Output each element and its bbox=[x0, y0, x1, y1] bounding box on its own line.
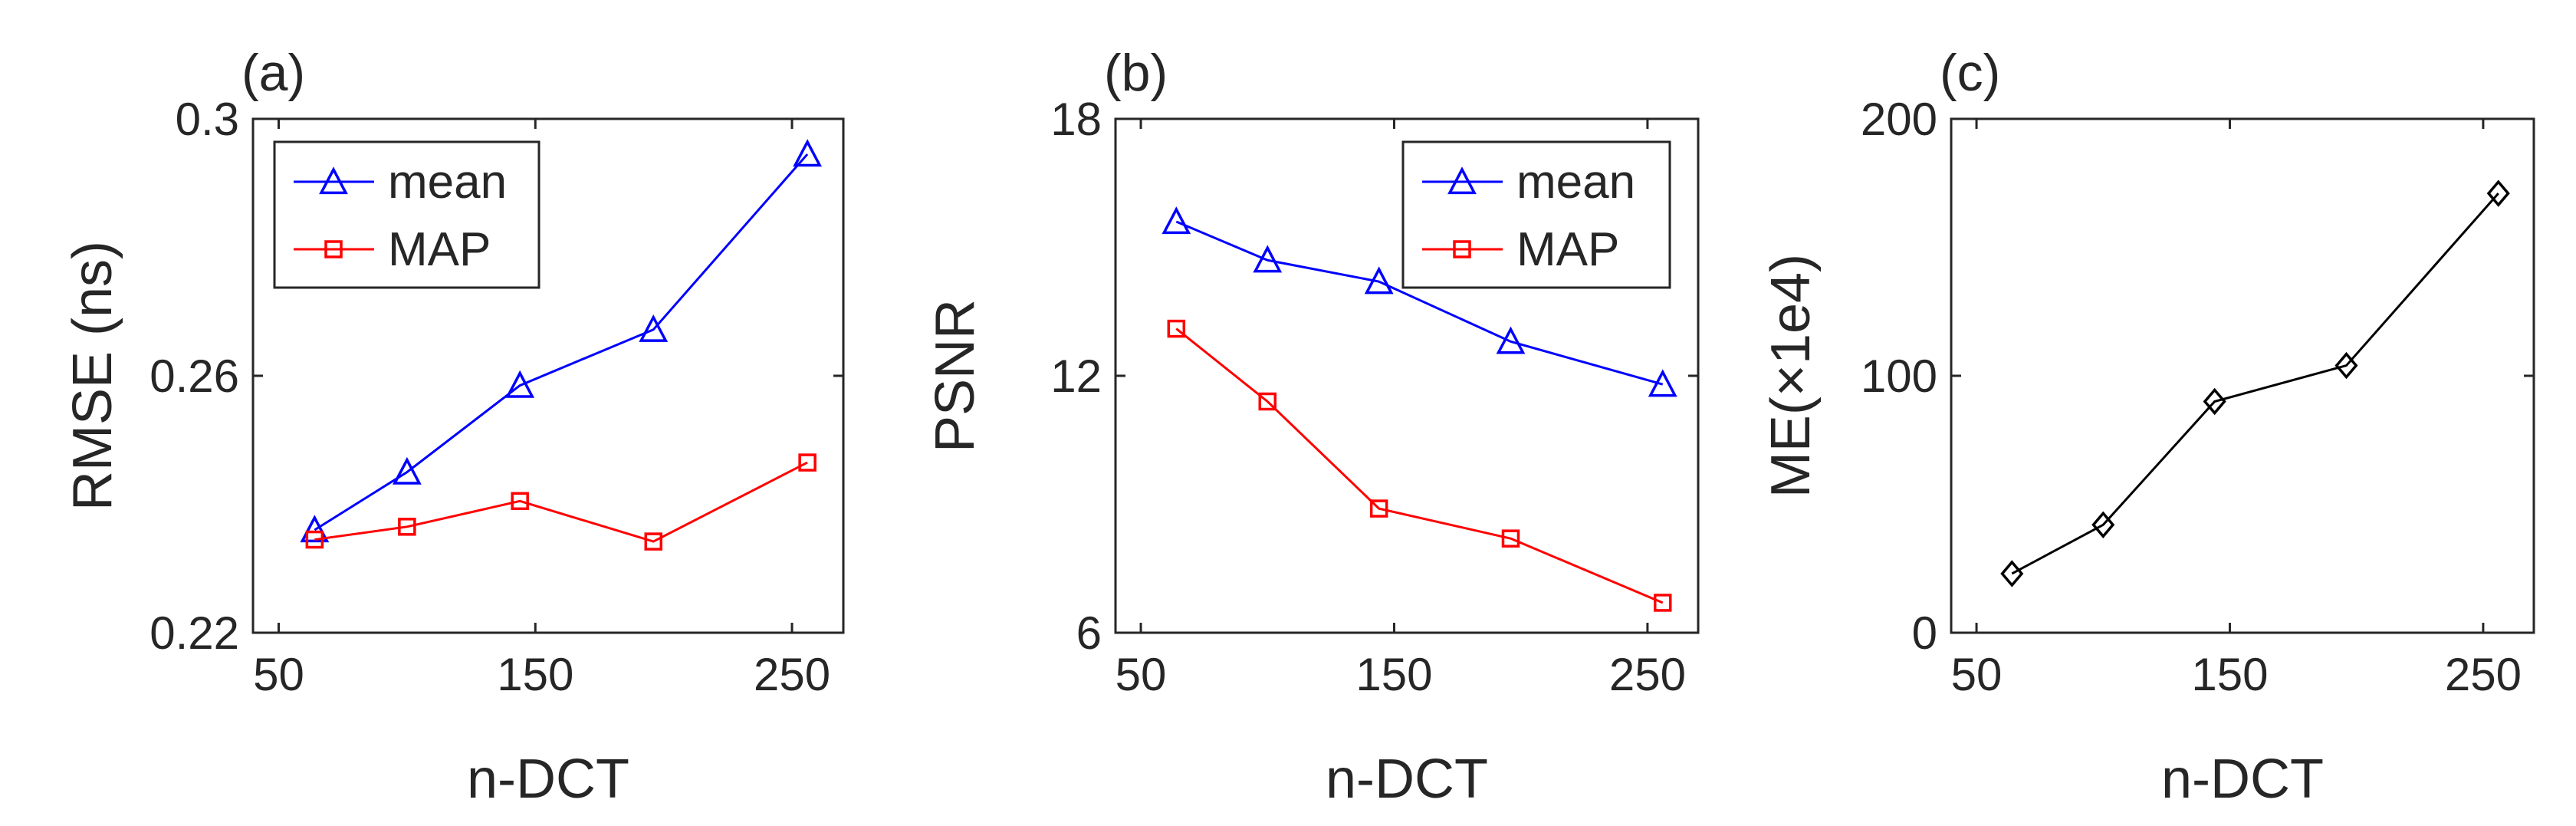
data-point-me bbox=[2486, 179, 2510, 207]
legend: mean MAP bbox=[273, 140, 540, 289]
y-tick-label: 0.26 bbox=[150, 350, 239, 402]
series-map bbox=[1167, 319, 1672, 612]
data-point-map bbox=[1501, 529, 1520, 548]
data-point-me bbox=[2334, 351, 2358, 380]
data-point-map bbox=[1369, 499, 1388, 518]
data-point-mean bbox=[793, 139, 823, 167]
data-point-map bbox=[511, 492, 529, 511]
data-point-mean bbox=[1496, 326, 1526, 354]
legend-entry-map: MAP bbox=[388, 223, 491, 276]
y-axis-label: ME(×1e4) bbox=[1760, 254, 1822, 498]
x-tick-label: 150 bbox=[1355, 649, 1432, 700]
series-mean bbox=[1162, 206, 1677, 397]
data-point-map bbox=[398, 518, 416, 536]
y-tick-label: 0.3 bbox=[176, 94, 239, 145]
legend-marker-mean bbox=[319, 166, 348, 195]
data-point-mean bbox=[1253, 245, 1283, 273]
data-point-me bbox=[2203, 387, 2226, 416]
data-point-map bbox=[644, 532, 663, 551]
panel-label: (a) bbox=[242, 44, 305, 102]
x-tick-label: 250 bbox=[2445, 649, 2522, 700]
data-point-map bbox=[1653, 594, 1672, 612]
data-point-map bbox=[1167, 319, 1186, 338]
y-tick-label: 100 bbox=[1861, 350, 1937, 402]
chart-panel-1: 50 150 250 0.22 0.26 0.3 n-DCT RMSE (ns) (a) mean… bbox=[62, 44, 845, 810]
series-line-map bbox=[1175, 327, 1664, 604]
series-map bbox=[305, 453, 816, 551]
chart-panel-3: 50 150 250 0 100 200 n-DCT ME(×1e4) (c) bbox=[1760, 44, 2535, 810]
y-tick-label: 0 bbox=[1912, 607, 1937, 659]
series-line-mean bbox=[1175, 220, 1664, 386]
y-axis-label: PSNR bbox=[925, 299, 986, 452]
series-line-me bbox=[2011, 193, 2499, 575]
x-axis-label: n-DCT bbox=[1326, 749, 1488, 810]
series-me bbox=[2000, 179, 2510, 587]
legend-entry-mean: mean bbox=[388, 156, 507, 209]
data-point-map bbox=[798, 453, 816, 472]
x-tick-label: 50 bbox=[253, 649, 304, 700]
data-point-mean bbox=[300, 515, 330, 543]
legend-marker-mean bbox=[1447, 166, 1477, 195]
series-line-mean bbox=[314, 153, 809, 531]
legend-entry-mean: mean bbox=[1516, 156, 1635, 209]
legend-marker-map bbox=[1453, 240, 1471, 258]
data-point-mean bbox=[392, 456, 422, 485]
data-point-mean bbox=[639, 314, 669, 342]
chart-panel-2: 50 150 250 6 12 18 n-DCT PSNR (b) mean MAP bbox=[925, 44, 1700, 810]
panel-label: (b) bbox=[1104, 44, 1168, 102]
legend-box bbox=[273, 140, 540, 289]
x-tick-label: 250 bbox=[1609, 649, 1686, 700]
axes-box bbox=[1950, 117, 2535, 634]
legend-marker-map bbox=[324, 240, 343, 258]
legend-box bbox=[1401, 140, 1671, 289]
data-point-mean bbox=[1364, 266, 1394, 295]
data-point-me bbox=[2000, 560, 2024, 587]
y-tick-label: 0.22 bbox=[150, 607, 239, 659]
series-line-map bbox=[314, 461, 808, 543]
y-tick-label: 200 bbox=[1861, 94, 1937, 145]
x-tick-label: 150 bbox=[2191, 649, 2268, 700]
data-point-map bbox=[1258, 392, 1277, 411]
legend: mean MAP bbox=[1401, 140, 1671, 289]
data-point-map bbox=[305, 530, 324, 549]
x-tick-label: 150 bbox=[497, 649, 573, 700]
data-point-mean bbox=[1162, 206, 1191, 235]
y-tick-label: 12 bbox=[1050, 350, 1102, 402]
legend-entry-map: MAP bbox=[1516, 223, 1619, 276]
series-mean bbox=[300, 139, 823, 543]
x-tick-label: 50 bbox=[1951, 649, 2003, 700]
panel-label: (c) bbox=[1940, 44, 2000, 102]
data-point-me bbox=[2091, 511, 2115, 539]
data-point-mean bbox=[505, 370, 535, 398]
y-axis-label: RMSE (ns) bbox=[62, 241, 123, 511]
x-tick-label: 50 bbox=[1116, 649, 1167, 700]
data-point-mean bbox=[1648, 369, 1677, 397]
x-tick-label: 250 bbox=[754, 649, 830, 700]
y-tick-label: 18 bbox=[1050, 94, 1102, 145]
y-tick-label: 6 bbox=[1076, 607, 1102, 659]
x-axis-label: n-DCT bbox=[2161, 749, 2324, 810]
x-axis-label: n-DCT bbox=[467, 749, 629, 810]
